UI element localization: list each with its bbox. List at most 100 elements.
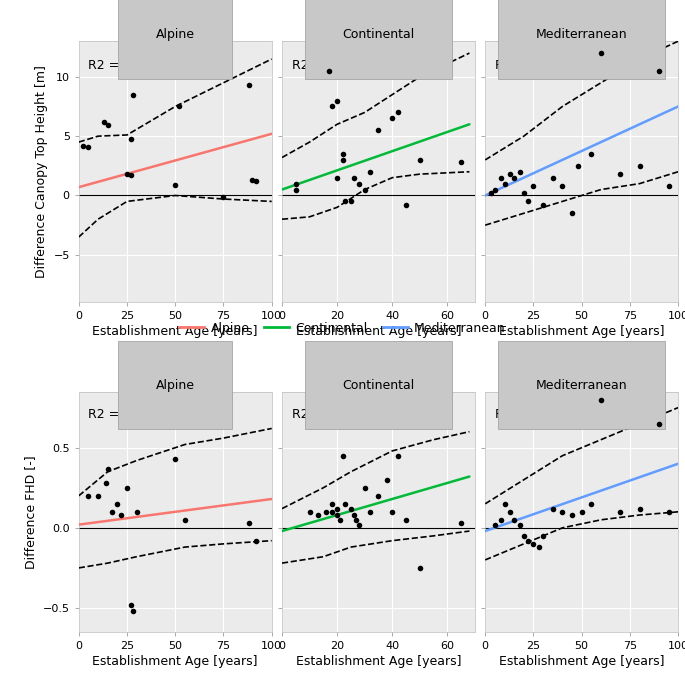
Point (456, 517, 466, 528)
Point (615, 168, 626, 179)
Point (538, 530, 549, 541)
Point (634, 160, 645, 171)
Point (573, 160, 584, 171)
Point (337, 155, 348, 166)
Point (522, 535, 533, 546)
Point (218, 192, 229, 203)
Title: Alpine: Alpine (155, 28, 195, 41)
Point (663, 506, 674, 517)
Point (364, 166, 375, 177)
Point (586, 148, 597, 159)
Point (576, 506, 587, 517)
Point (326, 498, 337, 509)
Title: Continental: Continental (342, 28, 414, 41)
Point (514, 519, 525, 530)
Point (323, 65, 334, 76)
Point (340, 498, 351, 509)
Text: R2 = 0.10: R2 = 0.10 (88, 408, 151, 421)
Point (586, 498, 597, 509)
Point (519, 530, 530, 541)
Point (92, 491, 103, 502)
Y-axis label: Difference FHD [-]: Difference FHD [-] (24, 455, 37, 569)
Point (112, 498, 123, 509)
Point (179, 515, 190, 526)
Point (348, 510, 359, 521)
Point (566, 510, 577, 521)
Point (102, 463, 113, 474)
Point (393, 450, 403, 461)
Point (251, 535, 262, 546)
Point (102, 120, 113, 131)
Point (353, 178, 364, 189)
Point (340, 196, 351, 207)
Point (345, 503, 356, 514)
Point (595, 47, 606, 58)
Point (373, 125, 384, 136)
Point (519, 188, 530, 199)
Point (387, 113, 398, 124)
Point (663, 181, 674, 192)
Point (251, 176, 262, 187)
Point (100, 477, 111, 488)
Point (312, 510, 323, 521)
Point (373, 491, 384, 502)
Point (121, 482, 132, 493)
Point (127, 89, 138, 100)
Point (595, 394, 606, 405)
Point (170, 453, 181, 464)
Point (557, 506, 568, 517)
Point (99, 116, 110, 127)
Text: R2 = 0.11: R2 = 0.11 (292, 60, 355, 73)
Point (337, 148, 348, 159)
Point (290, 184, 301, 195)
Point (557, 181, 568, 192)
Point (547, 172, 558, 183)
Point (173, 101, 184, 112)
Point (401, 199, 412, 210)
X-axis label: Establishment Age [years]: Establishment Age [years] (499, 326, 664, 339)
X-axis label: Establishment Age [years]: Establishment Age [years] (296, 655, 461, 668)
Title: Alpine: Alpine (155, 379, 195, 392)
Point (653, 65, 664, 76)
Point (125, 133, 136, 144)
Point (359, 184, 370, 195)
Point (321, 506, 332, 517)
Point (359, 482, 370, 493)
Point (290, 178, 301, 189)
Point (528, 539, 539, 550)
Point (243, 80, 254, 91)
Point (486, 188, 497, 199)
Point (387, 506, 398, 517)
Point (505, 506, 516, 517)
Point (414, 563, 425, 574)
Point (348, 172, 359, 183)
Point (393, 107, 403, 118)
Point (456, 157, 466, 168)
Point (326, 506, 337, 517)
Point (509, 515, 520, 526)
Point (495, 172, 506, 183)
Point (364, 506, 375, 517)
X-axis label: Establishment Age [years]: Establishment Age [years] (499, 655, 664, 668)
Text: R2 = 0.17: R2 = 0.17 (292, 408, 355, 421)
Point (499, 498, 510, 509)
Point (116, 510, 127, 521)
Point (332, 510, 342, 521)
Point (243, 517, 254, 528)
Point (528, 181, 539, 192)
Point (499, 178, 510, 189)
Point (83, 491, 94, 502)
X-axis label: Establishment Age [years]: Establishment Age [years] (92, 655, 258, 668)
Text: R2 = 0.12: R2 = 0.12 (88, 60, 151, 73)
Point (401, 515, 412, 526)
Point (332, 95, 342, 106)
Point (332, 172, 342, 183)
Point (653, 418, 664, 429)
Point (534, 541, 545, 552)
Y-axis label: Difference Canopy Top Height [m]: Difference Canopy Top Height [m] (35, 65, 48, 278)
Point (615, 506, 626, 517)
Title: Mediterranean: Mediterranean (536, 28, 627, 41)
Point (131, 506, 142, 517)
Point (514, 166, 525, 177)
Point (382, 474, 393, 485)
